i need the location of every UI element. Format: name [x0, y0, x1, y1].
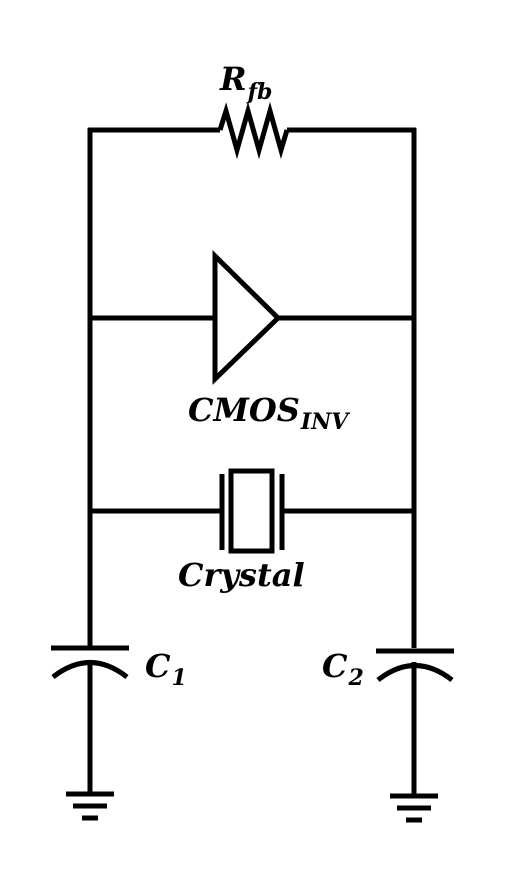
capacitor-c1: C1 [51, 645, 187, 691]
rfb-label-main: R [219, 60, 247, 98]
inverter-label-main: CMOS [188, 391, 300, 429]
resistor-zigzag [217, 101, 290, 160]
left-ground [66, 791, 114, 821]
capacitor-c2: C2 [322, 647, 454, 691]
c1-label-subscript: 1 [171, 665, 186, 691]
c2-curved-plate [376, 663, 454, 682]
right-ground [390, 793, 438, 823]
rfb-label: Rfb [219, 60, 272, 105]
c1-curved-plate [51, 660, 129, 679]
c2-label: C2 [322, 647, 364, 691]
inverter-label: CMOSINV [188, 391, 350, 435]
c2-label-subscript: 2 [347, 665, 363, 691]
crystal-body [228, 468, 275, 554]
cmos-inverter: CMOSINV [188, 250, 350, 435]
inverter-triangle [212, 250, 282, 385]
inverter-label-subscript: INV [300, 409, 350, 435]
rfb-label-subscript: fb [246, 79, 273, 105]
wiring [87, 127, 417, 794]
c2-label-main: C [322, 647, 348, 685]
crystal-label: Crystal [178, 556, 305, 594]
c1-label-main: C [145, 647, 171, 685]
feedback-resistor: Rfb [217, 60, 290, 160]
c1-label: C1 [145, 647, 187, 691]
crystal: Crystal [178, 468, 305, 594]
